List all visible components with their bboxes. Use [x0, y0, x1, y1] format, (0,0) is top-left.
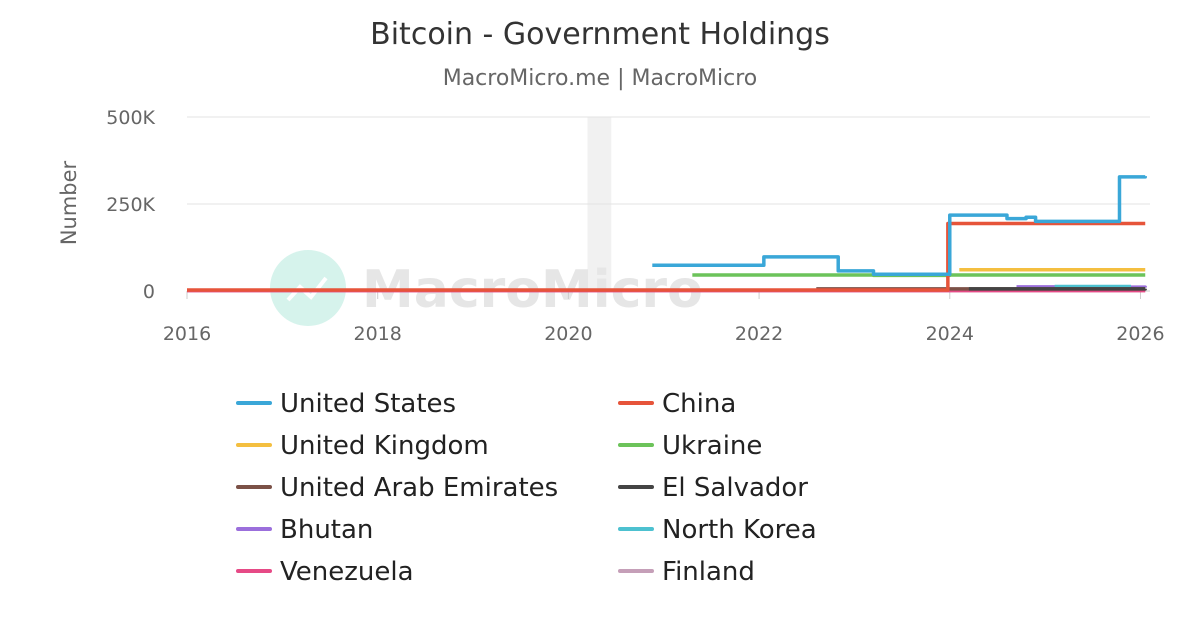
series-group — [187, 175, 1147, 293]
legend-label: United Kingdom — [280, 431, 489, 461]
x-tick-label: 2018 — [354, 323, 402, 345]
legend-label: Ukraine — [662, 431, 762, 461]
legend-label: China — [662, 389, 736, 419]
legend-label: United Arab Emirates — [280, 473, 558, 503]
legend-label: United States — [280, 389, 456, 419]
legend-label: El Salvador — [662, 473, 808, 503]
watermark: MacroMicro — [270, 250, 703, 326]
legend-item-united-states[interactable]: United States — [236, 389, 456, 419]
chart-title: Bitcoin - Government Holdings — [370, 17, 830, 52]
legend-item-el-salvador[interactable]: El Salvador — [618, 473, 808, 503]
legend-item-north-korea[interactable]: North Korea — [618, 515, 817, 545]
legend-item-venezuela[interactable]: Venezuela — [236, 557, 414, 587]
x-tick-label: 2022 — [735, 323, 783, 345]
x-axis-ticks: 2016 2018 2020 2022 2024 2026 — [163, 291, 1165, 345]
legend: United States China United Kingdom Ukraine U… — [236, 389, 817, 587]
legend-item-united-arab-emirates[interactable]: United Arab Emirates — [236, 473, 558, 503]
y-tick-label: 250K — [106, 194, 155, 216]
legend-label: Bhutan — [280, 515, 373, 545]
watermark-logo-icon — [270, 250, 346, 326]
y-axis: 0 250K 500K — [106, 107, 155, 303]
x-tick-label: 2024 — [926, 323, 974, 345]
legend-item-ukraine[interactable]: Ukraine — [618, 431, 762, 461]
chart-subtitle: MacroMicro.me | MacroMicro — [443, 66, 758, 91]
y-tick-label: 500K — [106, 107, 155, 129]
legend-item-finland[interactable]: Finland — [618, 557, 755, 587]
series-line-united-states — [652, 175, 1147, 277]
series-line-china — [187, 221, 1146, 292]
legend-label: North Korea — [662, 515, 817, 545]
x-tick-label: 2020 — [544, 323, 592, 345]
legend-item-china[interactable]: China — [618, 389, 736, 419]
y-tick-label: 0 — [143, 281, 155, 303]
legend-label: Finland — [662, 557, 755, 587]
legend-label: Venezuela — [280, 557, 414, 587]
y-axis-title: Number — [57, 160, 81, 245]
x-tick-label: 2016 — [163, 323, 211, 345]
legend-item-united-kingdom[interactable]: United Kingdom — [236, 431, 489, 461]
legend-item-bhutan[interactable]: Bhutan — [236, 515, 373, 545]
x-tick-label: 2026 — [1116, 323, 1164, 345]
